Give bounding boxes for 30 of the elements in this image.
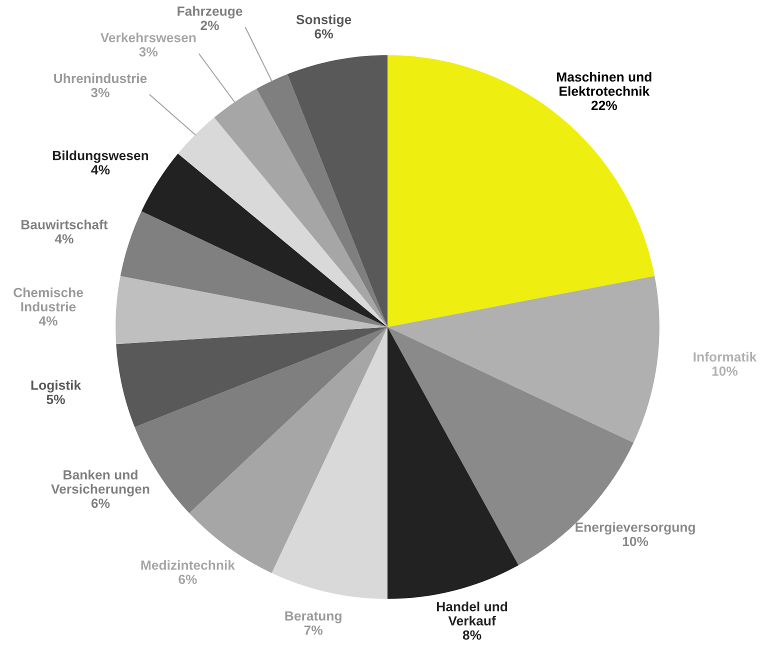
- slice-label: Bildungswesen: [53, 150, 148, 163]
- data-label: 6%: [178, 574, 197, 584]
- slice-label: Fahrzeuge: [178, 6, 242, 19]
- slice-label: Handel und Verkauf: [437, 602, 508, 626]
- slice-label: Logistik: [31, 380, 82, 393]
- data-label: 4%: [54, 234, 74, 244]
- data-label: 6%: [314, 29, 333, 39]
- data-label: 3%: [91, 88, 110, 98]
- slice-label: Banken und Versicherungen: [51, 470, 150, 496]
- slice-label: Chemische Industrie: [14, 288, 84, 312]
- data-label: 10%: [622, 536, 648, 546]
- slice-label: Sonstige: [296, 14, 352, 27]
- data-label: 2%: [200, 20, 219, 30]
- data-label: 6%: [91, 498, 110, 508]
- slice-label: Beratung: [285, 611, 342, 624]
- slice-label: Maschinen und Elektrotechnik: [557, 72, 652, 96]
- slice-label: Medizintechnik: [141, 560, 236, 570]
- slice-label: Verkehrswesen: [100, 32, 196, 42]
- data-label: 5%: [46, 394, 65, 404]
- data-label: 7%: [304, 626, 323, 635]
- data-label: 4%: [38, 316, 58, 326]
- slice-label: Uhrenindustrie: [54, 73, 147, 84]
- data-label: 22%: [591, 100, 618, 110]
- slice-label: Energieversorgung: [576, 522, 695, 535]
- slice-label: Bauwirtschaft: [21, 220, 108, 230]
- data-label: 10%: [712, 366, 738, 376]
- data-label: 3%: [139, 47, 158, 57]
- data-label: 4%: [91, 165, 110, 174]
- data-label: 8%: [462, 630, 482, 640]
- slice-label: Informatik: [694, 352, 757, 362]
